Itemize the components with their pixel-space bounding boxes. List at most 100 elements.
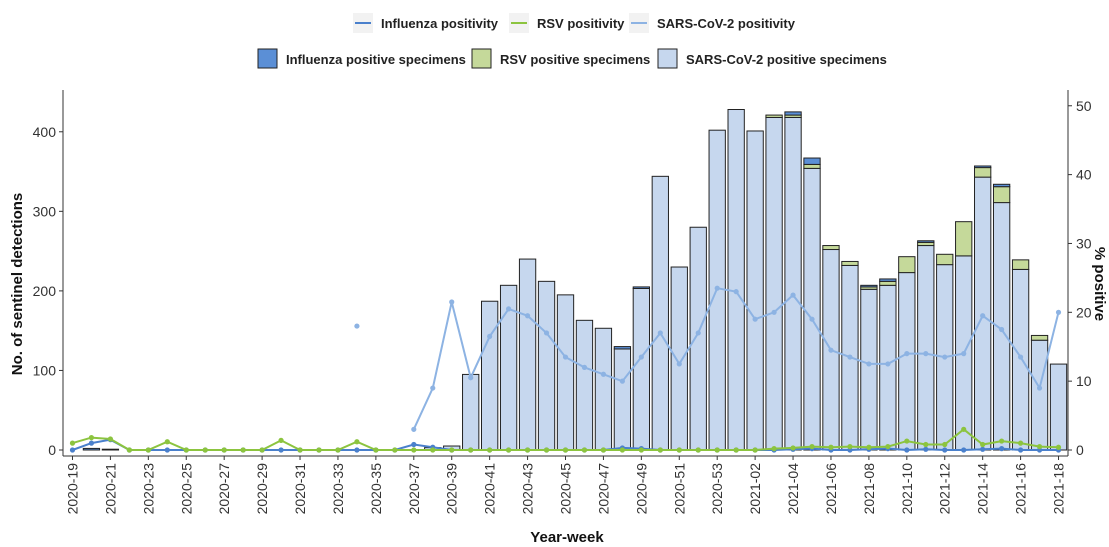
point-sars-cov-2-2021-13	[961, 351, 967, 357]
point-sars-cov-2-2020-38	[430, 385, 436, 391]
bar-rsv-2021-17	[1030, 334, 1049, 341]
point-sars-cov-2-2021-11	[923, 351, 929, 357]
point-rsv-2020-28	[240, 447, 246, 453]
left-tick-label-400: 400	[33, 124, 57, 140]
point-rsv-2021-06	[828, 444, 834, 450]
legend-bar-label-0: Influenza positive specimens	[286, 52, 466, 67]
right-tick-label-50: 50	[1076, 98, 1092, 114]
point-influenza-2020-34	[354, 447, 360, 453]
point-rsv-2020-31	[297, 447, 303, 453]
point-influenza-2020-20	[88, 440, 95, 446]
x-tick-label-2020-51: 2020-51	[671, 463, 687, 515]
bar-sars-cov-2-2021-03	[765, 116, 783, 451]
x-tick-label-2020-29: 2020-29	[254, 463, 270, 515]
x-tick-label-2020-21: 2020-21	[102, 463, 118, 515]
point-sars-cov-2-2020-41	[487, 333, 493, 340]
legend-bar-swatch-1	[471, 48, 492, 69]
bar-influenza-2020-20	[82, 447, 101, 451]
point-rsv-2021-11	[923, 441, 929, 448]
bar-rsv-2021-05	[803, 163, 821, 169]
bar-rsv-2021-16	[1011, 259, 1030, 270]
bar-rsv-2021-03	[765, 114, 783, 118]
point-rsv-2021-07	[847, 443, 853, 450]
legend-bar-swatch-2	[657, 48, 678, 69]
x-tick-label-2020-37: 2020-37	[406, 463, 422, 515]
left-tick-label-300: 300	[33, 203, 57, 219]
bar-influenza-2021-11	[917, 240, 935, 243]
point-rsv-2021-04	[790, 445, 796, 451]
x-tick-label-2020-39: 2020-39	[444, 463, 460, 515]
point-rsv-2020-23	[145, 447, 151, 453]
point-sars-cov-2-2020-52	[695, 330, 701, 336]
x-tick-label-2020-33: 2020-33	[330, 463, 346, 515]
point-rsv-2021-03	[771, 446, 777, 452]
x-tick-label-2021-06: 2021-06	[823, 463, 839, 515]
point-rsv-2020-21	[107, 436, 114, 442]
point-rsv-2020-41	[487, 447, 493, 453]
point-sars-cov-2-2021-18	[1055, 309, 1062, 315]
legend-bar-swatch-0	[257, 48, 278, 69]
point-rsv-2021-17	[1036, 443, 1043, 450]
x-tick-label-2020-35: 2020-35	[368, 463, 384, 515]
point-sars-cov-2-2020-34	[354, 323, 360, 329]
bar-sars-cov-2-2020-46	[575, 319, 594, 451]
x-tick-label-2020-25: 2020-25	[178, 463, 194, 515]
bar-sars-cov-2-2021-09	[879, 284, 897, 451]
x-axis-title: Year-week	[530, 529, 604, 546]
x-tick-label-2020-45: 2020-45	[558, 463, 574, 515]
point-sars-cov-2-2021-08	[866, 361, 872, 367]
point-rsv-2020-20	[88, 435, 95, 441]
bar-sars-cov-2-2020-44	[537, 280, 556, 451]
point-rsv-2020-38	[430, 447, 436, 453]
bar-sars-cov-2-2020-41	[480, 300, 499, 451]
point-rsv-2020-45	[562, 447, 569, 453]
point-sars-cov-2-2020-39	[449, 299, 455, 305]
point-sars-cov-2-2021-14	[980, 313, 986, 319]
point-rsv-2021-13	[961, 426, 967, 432]
x-tick-label-2021-14: 2021-14	[975, 463, 991, 515]
point-sars-cov-2-2021-10	[904, 351, 910, 357]
bar-sars-cov-2-2020-50	[651, 175, 669, 451]
point-sars-cov-2-2020-40	[468, 375, 474, 381]
bar-influenza-2021-08	[860, 284, 878, 288]
point-rsv-2020-47	[600, 447, 607, 453]
point-rsv-2021-09	[885, 443, 891, 450]
point-influenza-2021-10	[904, 447, 910, 453]
bar-rsv-2021-13	[955, 221, 973, 257]
point-sars-cov-2-2021-05	[809, 316, 815, 322]
point-sars-cov-2-2020-51	[676, 361, 682, 367]
line-series-rsv	[69, 426, 1062, 453]
x-tick-label-2020-41: 2020-41	[482, 463, 498, 515]
bar-sars-cov-2-2021-08	[860, 288, 878, 451]
point-sars-cov-2-2020-42	[506, 306, 512, 312]
point-rsv-2021-16	[1017, 440, 1024, 446]
point-sars-cov-2-2021-12	[942, 354, 948, 360]
bar-influenza-2021-14	[974, 165, 992, 169]
bar-sars-cov-2-2021-10	[898, 272, 916, 451]
right-tick-label-0: 0	[1076, 442, 1084, 458]
bar-sars-cov-2-2020-40	[462, 373, 480, 451]
x-axis: 2020-19 2020-21 2020-23 2020-25 2020-27 2020-…	[63, 455, 1068, 515]
point-rsv-2020-51	[676, 447, 682, 453]
point-rsv-2020-39	[449, 447, 455, 453]
point-rsv-2020-48	[619, 447, 625, 453]
point-rsv-2021-01	[733, 447, 739, 453]
x-tick-label-2021-12: 2021-12	[937, 463, 953, 515]
bar-influenza-2020-21	[101, 448, 120, 451]
point-rsv-2020-29	[259, 447, 265, 453]
right-tick-label-10: 10	[1076, 373, 1092, 389]
point-sars-cov-2-2020-48	[619, 378, 625, 384]
point-influenza-2020-37	[411, 441, 417, 448]
point-rsv-2021-14	[980, 441, 986, 448]
bar-sars-cov-2-2020-45	[556, 294, 575, 451]
point-rsv-2020-35	[373, 447, 379, 453]
point-rsv-2020-40	[468, 447, 474, 453]
left-tick-label-100: 100	[33, 362, 57, 378]
left-y-axis: 0 100 200 300 400	[33, 90, 64, 458]
bar-influenza-2021-09	[879, 278, 897, 282]
point-rsv-2021-12	[942, 441, 948, 448]
x-tick-label-2020-47: 2020-47	[595, 463, 611, 515]
point-rsv-2020-42	[506, 447, 512, 453]
bar-sars-cov-2-2021-05	[803, 167, 821, 451]
